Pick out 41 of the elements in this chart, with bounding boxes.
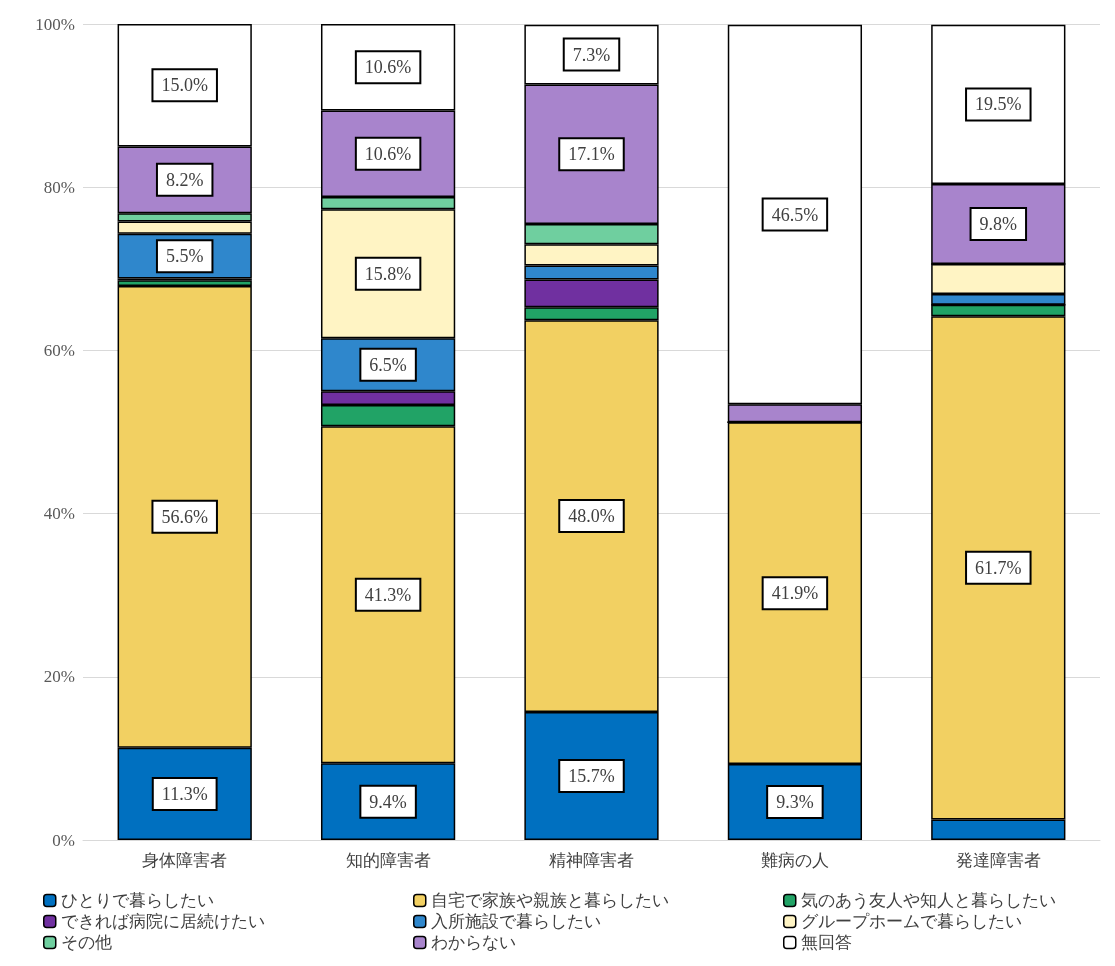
data-label: 15.8% bbox=[364, 263, 412, 284]
legend-label: 自宅で家族や親族と暮らしたい bbox=[430, 891, 669, 910]
legend-label: 気のあう友人や知人と暮らしたい bbox=[800, 891, 1056, 910]
legend-label: わからない bbox=[430, 933, 516, 952]
data-label: 8.2% bbox=[165, 169, 204, 190]
x-tick-label: 知的障害者 bbox=[345, 851, 431, 870]
data-label: 7.3% bbox=[572, 44, 611, 65]
data-label: 10.6% bbox=[364, 57, 412, 78]
legend-label: グループホームで暮らしたい bbox=[800, 912, 1022, 931]
data-label: 19.5% bbox=[975, 94, 1022, 115]
y-tick-label: 60% bbox=[43, 340, 75, 360]
legend-label: ひとりで暮らしたい bbox=[60, 891, 214, 910]
data-label: 56.6% bbox=[161, 506, 208, 527]
data-label: 6.5% bbox=[369, 354, 407, 375]
legend-label: その他 bbox=[60, 933, 112, 952]
y-tick-label: 80% bbox=[43, 177, 75, 197]
x-tick-label: 身体障害者 bbox=[142, 851, 228, 870]
data-label: 17.1% bbox=[568, 144, 615, 165]
legend-label: 入所施設で暮らしたい bbox=[430, 912, 601, 931]
legend-label: できれば病院に居続けたい bbox=[60, 912, 265, 931]
data-label: 46.5% bbox=[771, 204, 819, 225]
data-label: 61.7% bbox=[975, 557, 1022, 578]
y-tick-label: 0% bbox=[52, 830, 75, 850]
data-label: 9.3% bbox=[776, 792, 814, 813]
y-tick-label: 40% bbox=[43, 504, 75, 524]
y-tick-label: 100% bbox=[35, 14, 75, 34]
x-tick-label: 精神障害者 bbox=[549, 851, 634, 870]
data-label: 5.5% bbox=[165, 246, 204, 267]
y-tick-label: 20% bbox=[43, 667, 75, 687]
data-label: 10.6% bbox=[364, 143, 412, 164]
data-label: 15.7% bbox=[568, 765, 615, 786]
data-label: 11.3% bbox=[161, 783, 208, 804]
data-label: 41.3% bbox=[364, 584, 412, 605]
data-label: 9.4% bbox=[369, 791, 407, 812]
data-label: 41.9% bbox=[771, 583, 819, 604]
x-tick-label: 難病の人 bbox=[760, 851, 829, 870]
data-label: 9.8% bbox=[979, 213, 1018, 234]
data-label: 15.0% bbox=[161, 75, 208, 96]
data-label: 48.0% bbox=[568, 506, 615, 527]
x-tick-label: 発達障害者 bbox=[955, 851, 1041, 870]
legend-label: 無回答 bbox=[800, 933, 852, 952]
